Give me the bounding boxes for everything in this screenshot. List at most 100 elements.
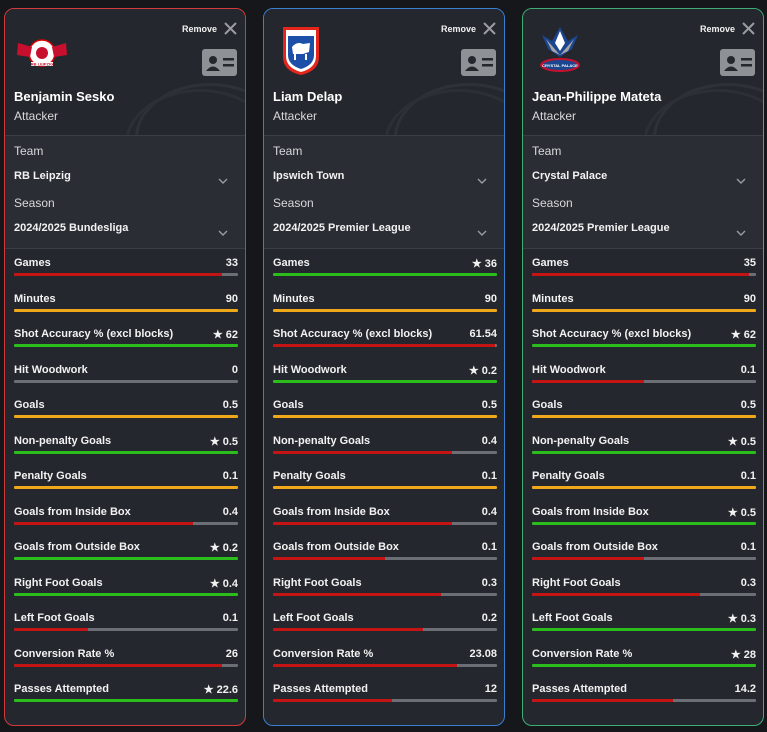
- stat-value: 35: [743, 257, 756, 269]
- stat-value: 0.5: [740, 435, 756, 448]
- stat-value: 0.5: [740, 399, 756, 411]
- stat-value-group: 90: [744, 293, 756, 305]
- stat-row: Goals 0.5: [14, 391, 238, 427]
- stat-bar: [273, 450, 497, 454]
- stat-value: 28: [743, 648, 756, 661]
- stat-row: Left Foot Goals ★ 0.3: [532, 604, 756, 640]
- remove-button[interactable]: Remove: [440, 24, 476, 34]
- stat-value: 90: [225, 292, 238, 305]
- stat-row: Goals from Outside Box 0.1: [273, 533, 497, 569]
- stat-bar-fill: [532, 521, 756, 525]
- stat-bar: [532, 592, 756, 596]
- stat-row: Games 33: [14, 249, 238, 285]
- stat-bar-fill: [532, 628, 756, 631]
- stat-value-group: 0.1: [741, 541, 756, 553]
- stat-bar-fill: [14, 450, 238, 454]
- season-select[interactable]: 2024/2025 Premier League: [532, 218, 754, 253]
- stat-value: 0.1: [740, 541, 756, 553]
- team-select[interactable]: Ipswich Town: [273, 166, 495, 201]
- stat-name: Passes Attempted: [14, 683, 109, 695]
- stat-bar: [532, 450, 756, 454]
- player-role: Attacker: [273, 109, 318, 123]
- stat-value-group: 0: [232, 364, 238, 376]
- close-icon[interactable]: [741, 21, 756, 36]
- team-value: Crystal Palace: [532, 170, 608, 182]
- stat-bar: [532, 699, 756, 702]
- stat-row: Conversion Rate % 26: [14, 640, 238, 676]
- stat-row: Shot Accuracy % (excl blocks) 61.54: [273, 320, 497, 356]
- stat-name: Games: [14, 257, 51, 269]
- stat-bar: [14, 379, 238, 383]
- stat-row: Minutes 90: [273, 285, 497, 321]
- stat-bar: [273, 344, 497, 347]
- stat-bar-fill: [14, 486, 238, 489]
- stat-name: Hit Woodwork: [273, 363, 347, 376]
- season-label: Season: [532, 196, 573, 210]
- stat-bar: [532, 486, 756, 489]
- stat-value: 0.2: [481, 612, 497, 624]
- stat-value: 12: [484, 683, 497, 695]
- season-select[interactable]: 2024/2025 Bundesliga: [14, 218, 236, 253]
- stat-row: Minutes 90: [532, 285, 756, 321]
- stat-name: Minutes: [14, 292, 56, 305]
- stat-row: Goals 0.5: [532, 391, 756, 427]
- season-value: 2024/2025 Premier League: [532, 222, 670, 234]
- stat-bar-fill: [14, 699, 238, 702]
- rb-leipzig-logo: RB LEIPZIG: [14, 21, 70, 77]
- stat-value-group: ★ 0.2: [210, 541, 238, 554]
- close-icon[interactable]: [482, 21, 497, 36]
- stat-name: Conversion Rate %: [14, 647, 115, 660]
- stat-bar-fill: [273, 663, 457, 667]
- stat-value-group: 0.3: [741, 577, 756, 589]
- stat-value: 0.1: [740, 363, 756, 376]
- close-icon[interactable]: [223, 21, 238, 36]
- team-select[interactable]: Crystal Palace: [532, 166, 754, 201]
- season-label: Season: [273, 196, 314, 210]
- player-card: RB LEIPZIG Remove Benjamin Sesko Attacke…: [4, 8, 246, 726]
- season-label: Season: [14, 196, 55, 210]
- stat-name: Right Foot Goals: [273, 576, 362, 589]
- stat-name: Minutes: [273, 292, 315, 305]
- stat-bar: [273, 521, 497, 525]
- season-value: 2024/2025 Premier League: [273, 222, 411, 234]
- stat-name: Goals: [273, 399, 304, 411]
- season-select[interactable]: 2024/2025 Premier League: [273, 218, 495, 253]
- remove-button[interactable]: Remove: [699, 24, 735, 34]
- team-value: Ipswich Town: [273, 170, 345, 182]
- player-name: Liam Delap: [273, 89, 343, 104]
- stat-bar-fill: [273, 450, 453, 454]
- stat-value-group: 14.2: [735, 683, 756, 695]
- stat-name: Left Foot Goals: [532, 612, 613, 624]
- svg-text:CRYSTAL PALACE: CRYSTAL PALACE: [542, 63, 578, 68]
- stat-name: Non-penalty Goals: [14, 434, 112, 447]
- stat-row: Hit Woodwork 0: [14, 356, 238, 392]
- chevron-down-icon: [736, 224, 746, 236]
- stat-row: Non-penalty Goals ★ 0.5: [14, 427, 238, 463]
- stat-value-group: 0.5: [741, 399, 756, 411]
- stat-name: Right Foot Goals: [14, 576, 103, 589]
- player-name: Jean-Philippe Mateta: [532, 89, 662, 104]
- star-icon: ★: [468, 364, 479, 377]
- stat-bar: [273, 557, 497, 560]
- stat-bar: [532, 521, 756, 525]
- selectors: Team Ipswich Town Season 2024/2025 Premi…: [264, 135, 504, 249]
- team-value: RB Leipzig: [14, 170, 71, 182]
- id-card-icon: [719, 48, 756, 77]
- stat-value: 0.1: [740, 470, 756, 482]
- chevron-down-icon: [218, 224, 228, 236]
- star-icon: ★: [730, 648, 741, 661]
- stat-bar: [532, 628, 756, 631]
- stat-bar: [273, 663, 497, 667]
- stat-value: 0.2: [222, 542, 238, 554]
- star-icon: ★: [203, 684, 214, 696]
- stat-value: 62: [225, 329, 238, 341]
- star-icon: ★: [209, 542, 220, 554]
- stat-bar: [273, 592, 497, 596]
- stat-bar: [532, 344, 756, 347]
- team-select[interactable]: RB Leipzig: [14, 166, 236, 201]
- stat-value: 23.08: [469, 647, 497, 660]
- stat-bar-fill: [273, 379, 497, 383]
- remove-button[interactable]: Remove: [181, 24, 217, 34]
- stat-name: Left Foot Goals: [273, 612, 354, 624]
